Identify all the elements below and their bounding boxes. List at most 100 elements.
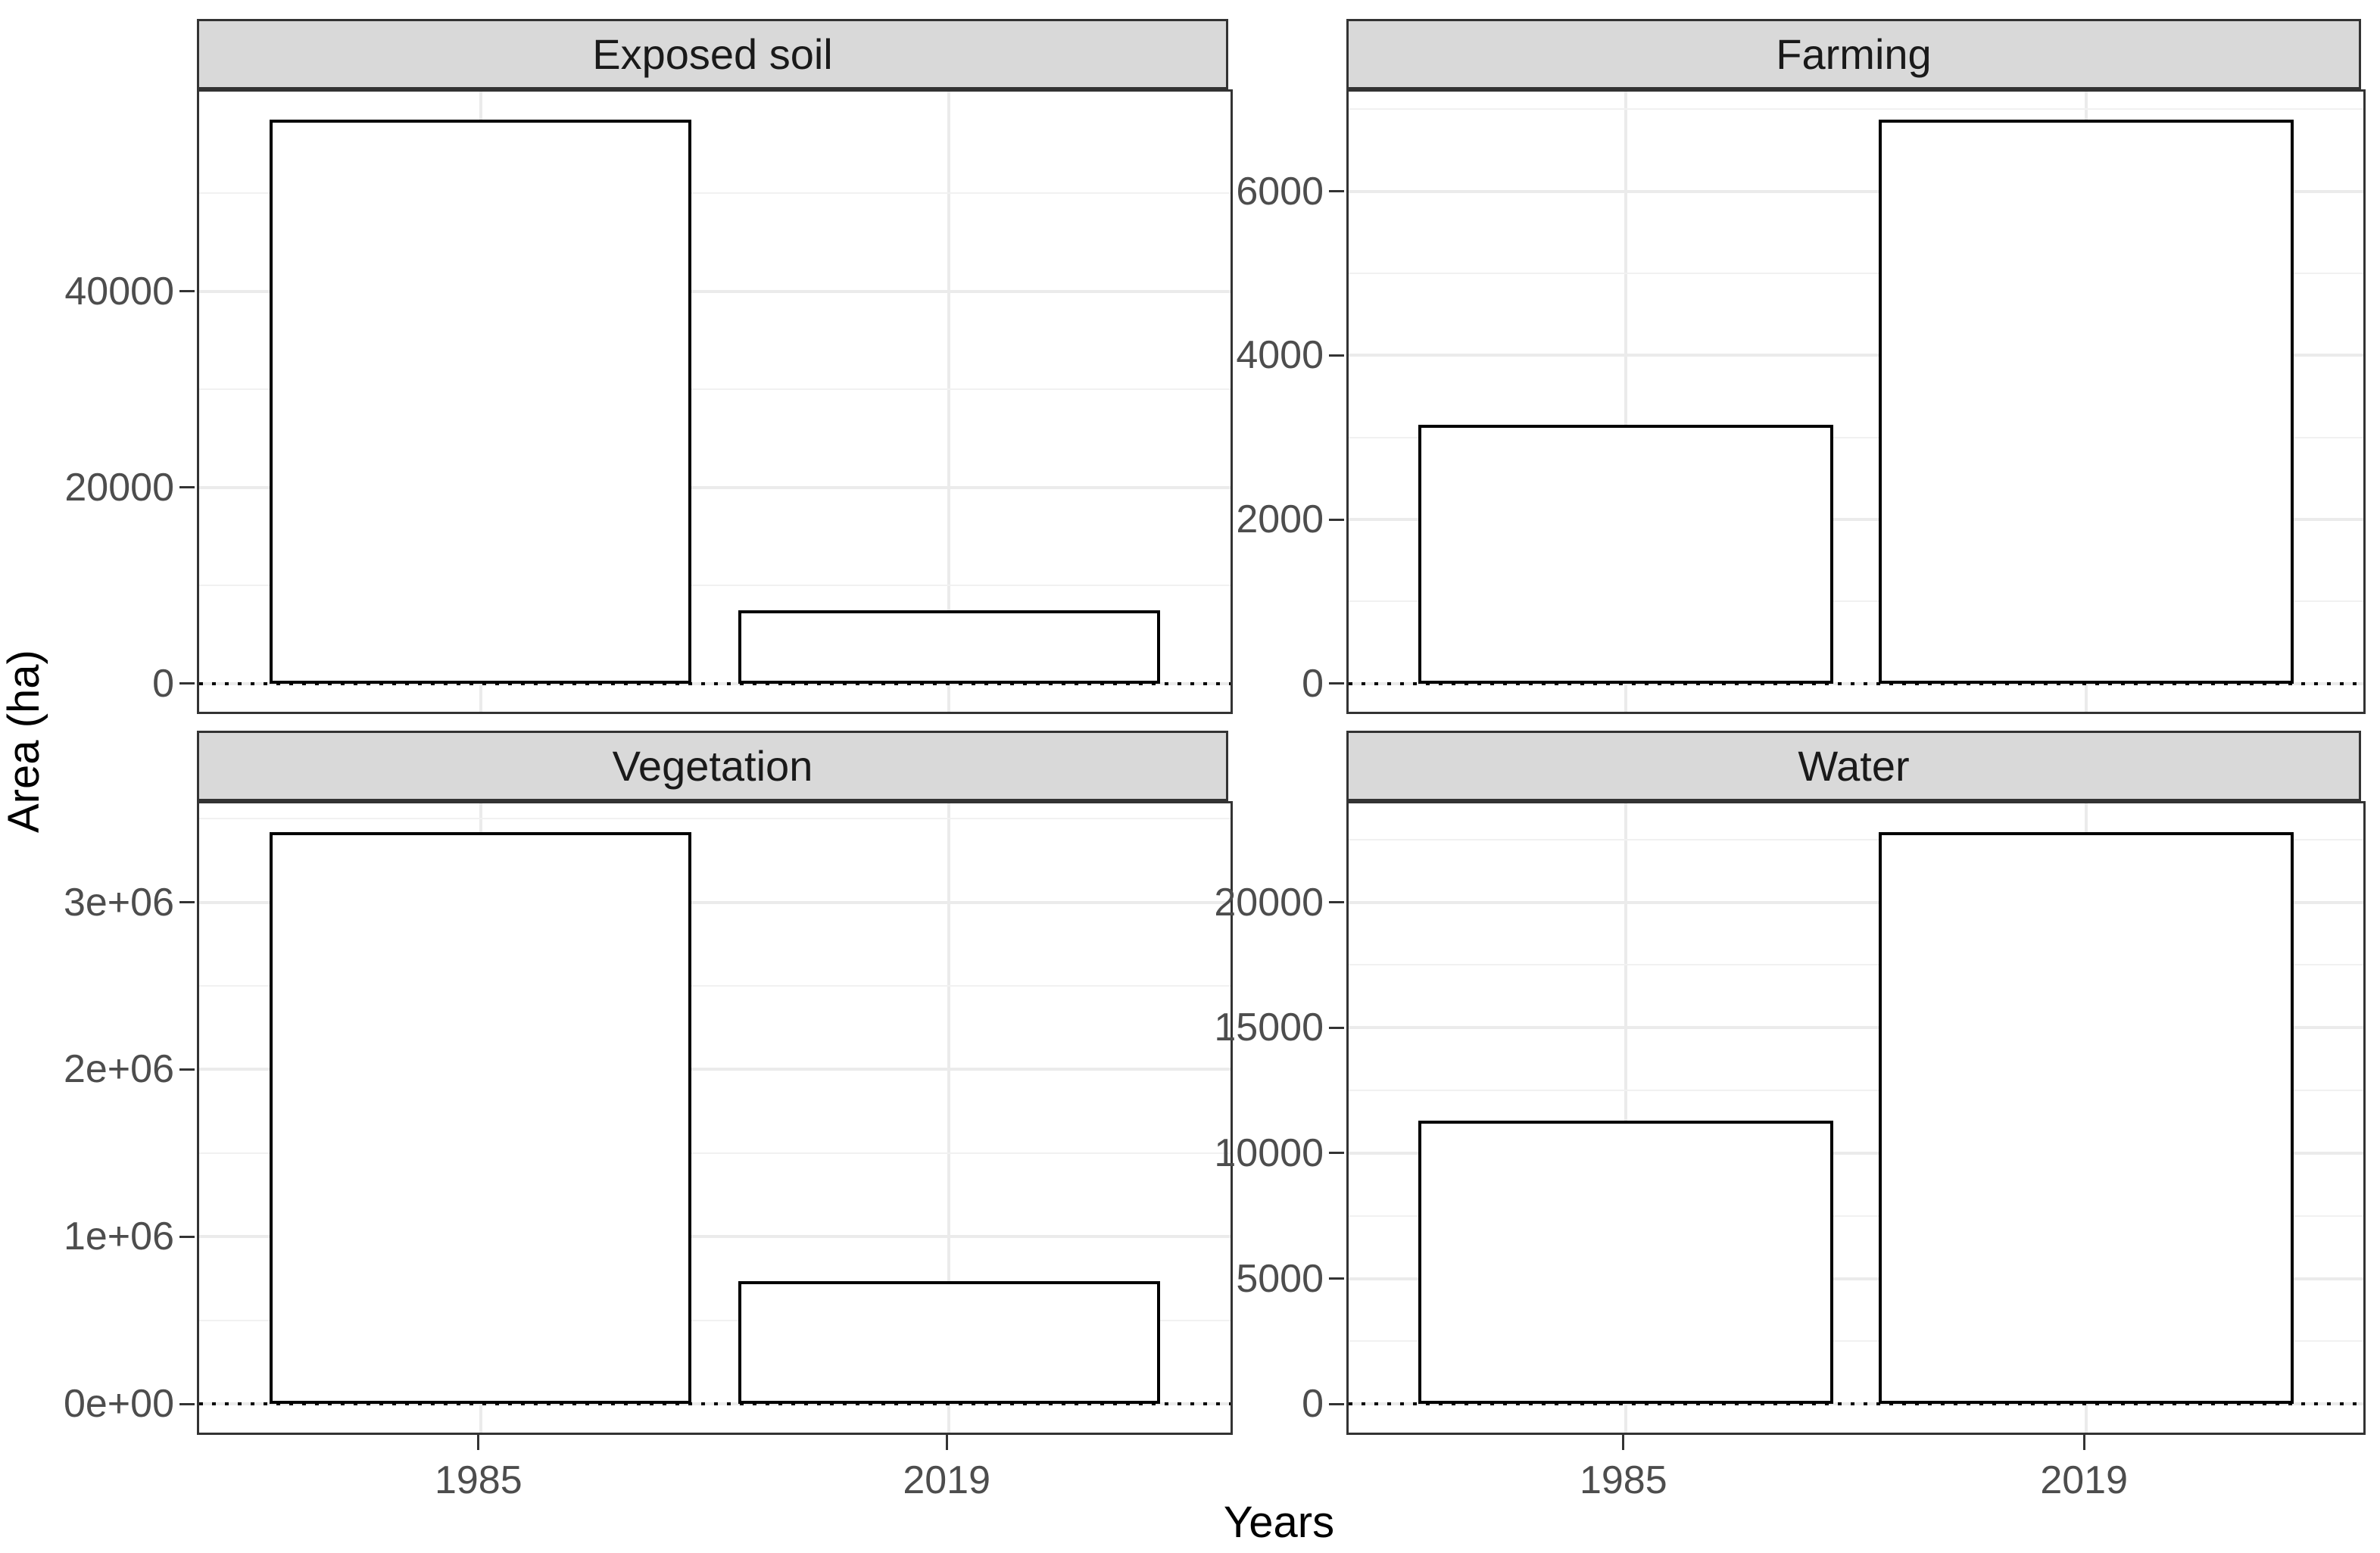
gridline-vertical <box>1624 803 1627 1433</box>
facet-strip: Exposed soil <box>197 19 1228 89</box>
panel-plot: 0 2000 4000 6000 <box>1236 89 2366 714</box>
y-tick-mark <box>1329 1402 1344 1405</box>
gridline-minor <box>1349 600 2363 603</box>
panel-plot: 0 5000 10000 15000 20000 <box>1214 801 2366 1435</box>
y-tick-mark <box>179 1402 195 1405</box>
bar-1985 <box>1418 425 1833 684</box>
facet-title: Farming <box>1776 30 1932 78</box>
gridline-vertical <box>1624 92 1627 712</box>
y-tick-mark <box>1329 518 1344 521</box>
zero-dotted-line <box>199 1402 1231 1406</box>
gridline-major <box>1349 1026 2363 1030</box>
zero-dotted-line <box>199 681 1231 685</box>
y-tick-label: 20000 <box>1214 880 1324 925</box>
y-tick-label: 10000 <box>1214 1130 1324 1175</box>
y-tick-label: 0 <box>152 661 174 706</box>
x-tick-mark <box>2082 1435 2085 1450</box>
gridline-major <box>1349 518 2363 522</box>
gridline-vertical <box>947 92 951 712</box>
y-tick-mark <box>179 1068 195 1071</box>
gridline-major <box>199 485 1231 489</box>
y-tick-label: 6000 <box>1236 169 1324 214</box>
gridline-minor <box>199 818 1231 820</box>
gridline-minor <box>1349 272 2363 274</box>
gridline-minor <box>199 192 1231 195</box>
gridline-minor <box>199 984 1231 987</box>
x-tick-label: 2019 <box>2040 1458 2129 1502</box>
y-tick-mark <box>1329 354 1344 357</box>
y-tick-mark <box>1329 1277 1344 1280</box>
gridline-major <box>199 1235 1231 1239</box>
y-tick-label: 3e+06 <box>63 880 174 925</box>
x-tick-mark <box>1622 1435 1625 1450</box>
panel-plot: 0e+00 1e+06 2e+06 3e+06 <box>64 801 1233 1435</box>
y-tick-label: 1e+06 <box>63 1215 174 1259</box>
x-tick-label: 1985 <box>1579 1458 1667 1502</box>
y-tick-label: 5000 <box>1236 1256 1324 1301</box>
y-tick-label: 4000 <box>1236 333 1324 378</box>
facet-title: Exposed soil <box>592 30 833 78</box>
y-tick-mark <box>1329 1152 1344 1155</box>
gridline-minor <box>1349 436 2363 438</box>
gridline-minor <box>199 388 1231 391</box>
y-tick-mark <box>1329 682 1344 685</box>
gridline-major <box>199 900 1231 904</box>
gridline-minor <box>199 1319 1231 1321</box>
x-axis-title: Years <box>1223 1498 1335 1547</box>
bar-2019 <box>738 1280 1160 1405</box>
gridline-minor <box>1349 108 2363 111</box>
bar-1985 <box>270 831 692 1405</box>
facet-vegetation: Vegetation 0e+00 1e+06 2e+06 3e+06 1985 2019 <box>64 731 1233 1502</box>
y-tick-mark <box>1329 1026 1344 1029</box>
gridline-major <box>1349 1277 2363 1280</box>
gridline-major <box>1349 1151 2363 1155</box>
gridline-major <box>1349 900 2363 904</box>
y-tick-mark <box>179 1235 195 1238</box>
gridline-major <box>1349 189 2363 193</box>
gridline-minor <box>199 1152 1231 1154</box>
zero-dotted-line <box>1349 681 2363 685</box>
gridline-vertical <box>947 803 951 1433</box>
zero-dotted-line <box>1349 1402 2363 1406</box>
y-tick-label: 40000 <box>64 269 174 313</box>
gridline-major <box>199 1068 1231 1071</box>
gridline-minor <box>1349 964 2363 966</box>
y-tick-label: 0 <box>1302 661 1324 706</box>
y-tick-mark <box>179 682 195 685</box>
y-tick-mark <box>1329 901 1344 904</box>
y-tick-mark <box>1329 190 1344 192</box>
y-tick-mark <box>179 290 195 293</box>
x-tick-mark <box>945 1435 948 1450</box>
facet-strip: Farming <box>1346 19 2361 89</box>
y-axis-title: Area (ha) <box>0 650 48 833</box>
bar-1985 <box>1418 1120 1833 1405</box>
facet-exposed-soil: Exposed soil 0 20000 40000 <box>64 19 1233 714</box>
bar-2019 <box>1879 120 2294 684</box>
x-tick-label: 2019 <box>903 1458 991 1502</box>
bar-1985 <box>270 120 692 684</box>
y-tick-label: 20000 <box>64 465 174 510</box>
facet-title: Water <box>1798 742 1910 790</box>
x-tick-mark <box>477 1435 480 1450</box>
panel-plot: 0 20000 40000 <box>64 89 1233 714</box>
facet-farming: Farming 0 2000 4000 6000 <box>1236 19 2366 714</box>
y-tick-label: 15000 <box>1214 1006 1324 1050</box>
gridline-minor <box>1349 1215 2363 1217</box>
x-tick-label: 1985 <box>434 1458 522 1502</box>
y-tick-label: 2000 <box>1236 497 1324 542</box>
bar-2019 <box>1879 831 2294 1405</box>
y-tick-label: 0e+00 <box>63 1382 174 1427</box>
gridline-major <box>1349 354 2363 357</box>
gridline-minor <box>1349 838 2363 840</box>
gridline-minor <box>1349 1340 2363 1343</box>
gridline-minor <box>199 585 1231 587</box>
bar-2019 <box>738 610 1160 684</box>
facet-title: Vegetation <box>612 742 813 790</box>
y-tick-label: 2e+06 <box>63 1047 174 1092</box>
facet-strip: Vegetation <box>197 731 1228 801</box>
gridline-minor <box>1349 1090 2363 1092</box>
y-tick-mark <box>179 901 195 904</box>
facet-strip: Water <box>1346 731 2361 801</box>
gridline-major <box>199 289 1231 293</box>
